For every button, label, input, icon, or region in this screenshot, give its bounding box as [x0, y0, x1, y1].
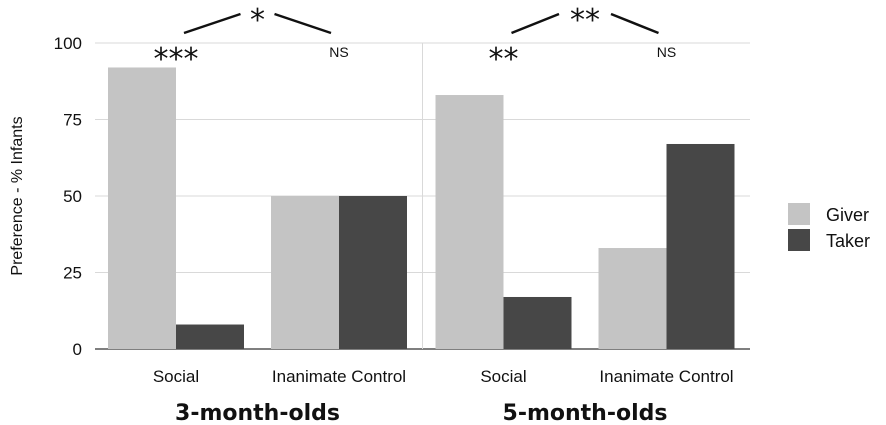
significance-label-social-panel-1: ***: [154, 42, 199, 77]
significance-label-social-panel-2: **: [489, 42, 519, 77]
bar-giver-inanimate-control-panel-1: [271, 196, 339, 349]
bars: [108, 67, 735, 350]
group-title-panel-2: 5-month-olds: [503, 401, 668, 425]
panel-1: [108, 67, 407, 349]
panel-2: [435, 95, 735, 350]
category-label-inanimate-control-panel-1: Inanimate Control: [272, 367, 406, 386]
category-labels: Social Inanimate Control 3-month-olds Socia…: [153, 367, 734, 425]
legend-swatch-giver: [788, 203, 810, 225]
y-tick-label-75: 75: [63, 111, 82, 130]
category-label-inanimate-control-panel-2: Inanimate Control: [599, 367, 733, 386]
y-tick-label-50: 50: [63, 187, 82, 206]
category-label-social-panel-2: Social: [480, 367, 526, 386]
comparison-significance-label-panel-2: **: [570, 3, 600, 38]
bar-giver-social-panel-2: [435, 95, 504, 350]
legend-swatch-taker: [788, 229, 810, 251]
significance-label-inanimate-control-panel-1: NS: [329, 44, 348, 60]
significance-label-inanimate-control-panel-2: NS: [657, 44, 676, 60]
category-label-social-panel-1: Social: [153, 367, 199, 386]
significance-annotations: *** NS*** NS**: [154, 3, 677, 77]
bar-taker-social-panel-1: [176, 324, 244, 349]
comparison-significance-label-panel-1: *: [250, 3, 265, 38]
y-tick-label-0: 0: [73, 340, 82, 359]
comparison-bracket-right-panel-2: [610, 12, 659, 35]
bar-taker-social-panel-2: [503, 296, 572, 349]
y-axis-title: Preference - % Infants: [9, 116, 26, 275]
legend-label-giver: Giver: [826, 205, 869, 225]
y-tick-label-100: 100: [54, 34, 82, 53]
comparison-bracket-right-panel-1: [274, 12, 332, 35]
y-axis: 0 25 50 75 100: [54, 34, 82, 359]
bar-taker-inanimate-control-panel-1: [339, 196, 407, 349]
legend: Giver Taker: [788, 203, 870, 251]
group-title-panel-1: 3-month-olds: [175, 401, 340, 425]
y-tick-label-25: 25: [63, 264, 82, 283]
comparison-bracket-left-panel-2: [511, 12, 560, 35]
bar-taker-inanimate-control-panel-2: [666, 143, 735, 349]
legend-label-taker: Taker: [826, 231, 870, 251]
bar-giver-inanimate-control-panel-2: [598, 248, 667, 349]
bar-giver-social-panel-1: [108, 67, 176, 349]
comparison-bracket-left-panel-1: [183, 12, 241, 35]
